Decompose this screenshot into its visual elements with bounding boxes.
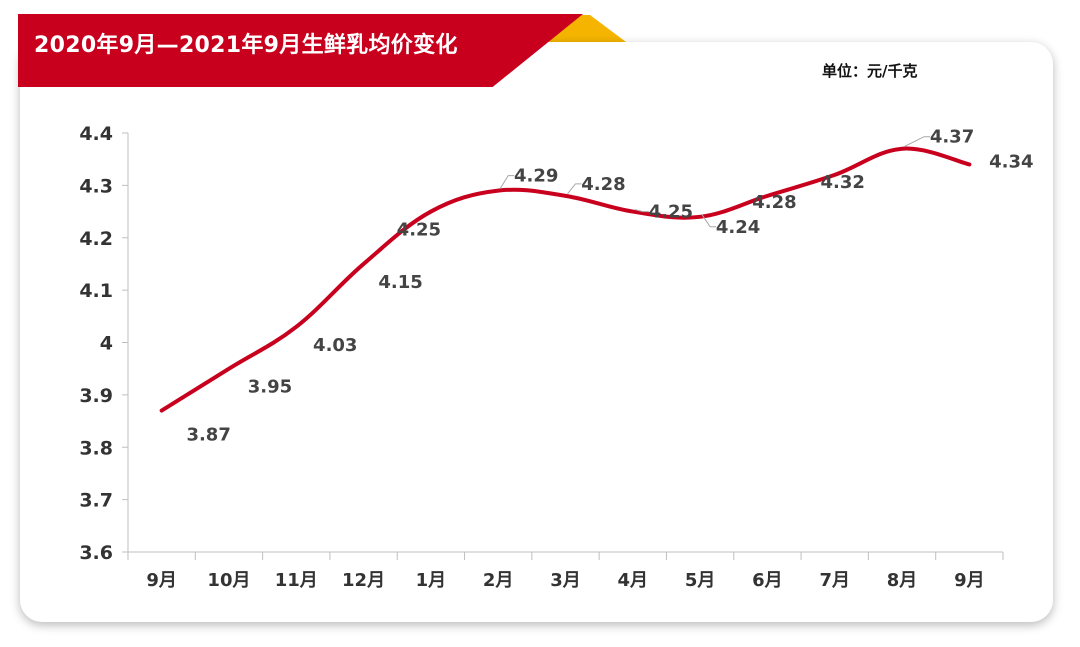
data-label: 4.15	[378, 272, 422, 293]
leader-line	[903, 136, 931, 148]
y-tick-label: 3.6	[79, 542, 113, 564]
data-label: 4.28	[752, 192, 796, 213]
y-tick-label: 3.9	[79, 385, 113, 407]
leader-line	[701, 214, 717, 228]
data-label: 4.32	[821, 172, 865, 193]
chart-title: 2020年9月—2021年9月生鲜乳均价变化	[34, 33, 458, 58]
data-label: 3.95	[248, 377, 292, 398]
x-tick-label: 9月	[146, 570, 177, 591]
data-label: 4.03	[313, 335, 357, 356]
data-label: 3.87	[186, 425, 230, 446]
y-tick-label: 4.1	[79, 280, 113, 302]
x-tick-label: 11月	[275, 570, 318, 591]
title-banner	[18, 14, 583, 87]
chart-card	[20, 42, 1053, 622]
x-tick-label: 4月	[618, 570, 649, 591]
y-tick-label: 4	[100, 333, 113, 355]
data-label: 4.34	[989, 151, 1033, 172]
x-tick-label: 7月	[819, 570, 850, 591]
x-tick-label: 3月	[550, 570, 581, 591]
y-tick-label: 4.4	[79, 123, 113, 145]
x-tick-label: 6月	[752, 570, 783, 591]
x-tick-label: 8月	[887, 570, 918, 591]
x-tick-label: 5月	[685, 570, 716, 591]
data-label: 4.28	[581, 174, 625, 195]
x-tick-label: 10月	[207, 570, 250, 591]
leader-line	[499, 175, 515, 189]
x-tick-label: 1月	[416, 570, 447, 591]
data-label: 4.37	[930, 127, 974, 148]
leader-line	[567, 183, 582, 195]
y-tick-label: 3.8	[79, 437, 113, 459]
x-tick-label: 9月	[954, 570, 985, 591]
leader-line	[634, 209, 649, 213]
y-tick-label: 3.7	[79, 490, 113, 512]
x-tick-label: 2月	[483, 570, 514, 591]
unit-label: 单位：元/千克	[822, 62, 918, 80]
data-label: 4.29	[514, 166, 558, 187]
x-tick-label: 12月	[342, 570, 385, 591]
y-tick-label: 4.3	[79, 175, 113, 197]
y-tick-label: 4.2	[79, 228, 113, 250]
data-label: 4.24	[716, 217, 760, 238]
data-label: 4.25	[649, 202, 693, 223]
series-line	[159, 146, 972, 413]
data-label: 4.25	[397, 220, 441, 241]
